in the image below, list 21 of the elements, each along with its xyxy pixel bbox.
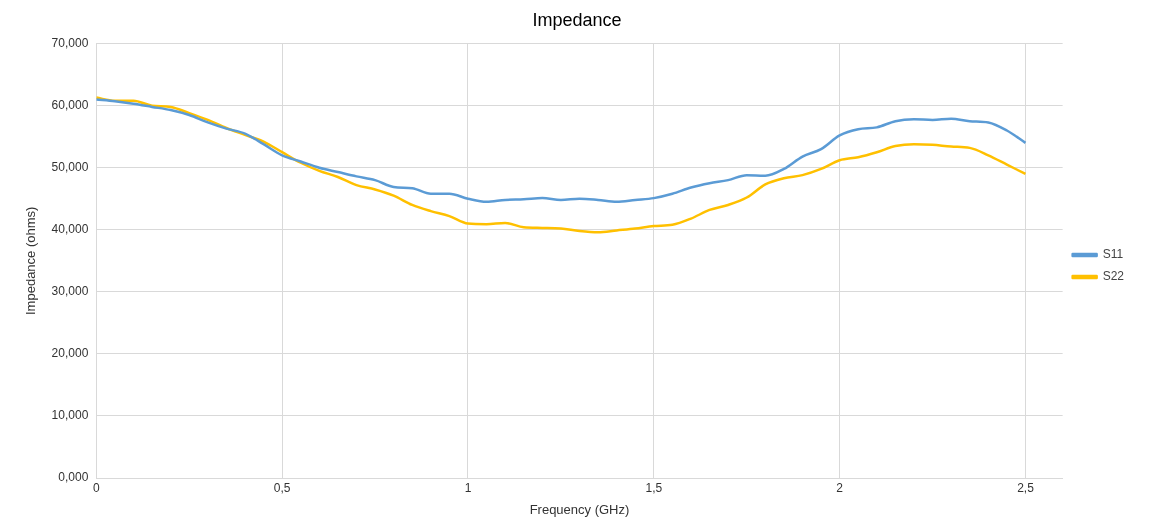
- line-series: [96, 96, 1027, 234]
- legend-label: S11: [1102, 247, 1124, 262]
- y-tick-label: 50,000: [51, 160, 89, 175]
- y-tick-label: 40,000: [51, 222, 89, 237]
- x-tick-label: 1: [464, 480, 472, 495]
- line-series: [96, 98, 1027, 204]
- chart-title: Impedance: [532, 9, 622, 30]
- y-tick-label: 20,000: [51, 346, 89, 361]
- x-tick-label: 0,5: [273, 480, 291, 495]
- legend-label: S22: [1102, 269, 1125, 284]
- y-tick-label: 70,000: [51, 35, 89, 50]
- x-tick-label: 2: [836, 480, 844, 495]
- x-tick-label: 1,5: [645, 480, 663, 495]
- y-tick-label: 0,000: [58, 470, 89, 485]
- x-axis-title: Frequency (GHz): [529, 501, 630, 517]
- y-axis-title: Impedance (ohms): [23, 206, 39, 315]
- y-tick-label: 60,000: [51, 97, 89, 112]
- y-tick-label: 30,000: [51, 284, 89, 299]
- x-tick-label: 0: [92, 480, 100, 495]
- x-tick-label: 2,5: [1017, 480, 1035, 495]
- y-tick-label: 10,000: [51, 408, 89, 423]
